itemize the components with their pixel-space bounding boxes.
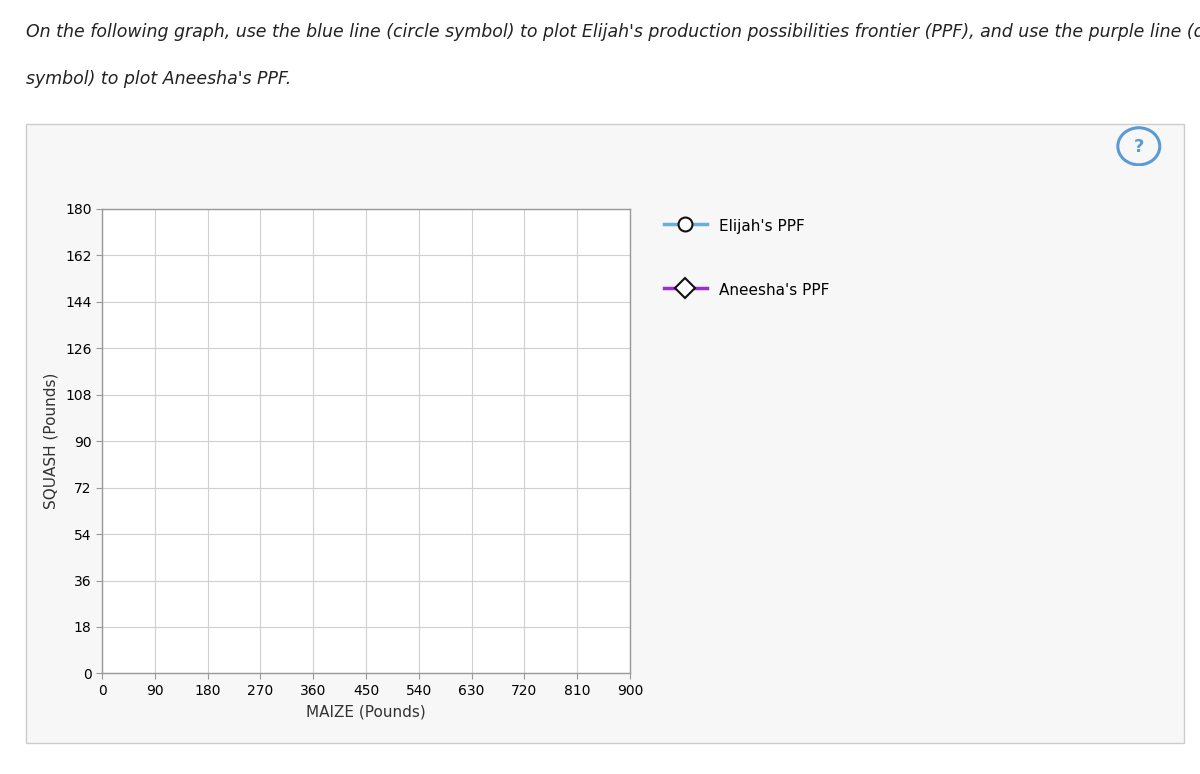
Text: On the following graph, use the blue line (circle symbol) to plot Elijah's produ: On the following graph, use the blue lin… [26, 23, 1200, 41]
Text: symbol) to plot Aneesha's PPF.: symbol) to plot Aneesha's PPF. [26, 70, 292, 87]
Y-axis label: SQUASH (Pounds): SQUASH (Pounds) [43, 373, 58, 509]
Legend: Elijah's PPF, Aneesha's PPF: Elijah's PPF, Aneesha's PPF [664, 217, 829, 300]
X-axis label: MAIZE (Pounds): MAIZE (Pounds) [306, 705, 426, 720]
Text: ?: ? [1134, 139, 1144, 156]
